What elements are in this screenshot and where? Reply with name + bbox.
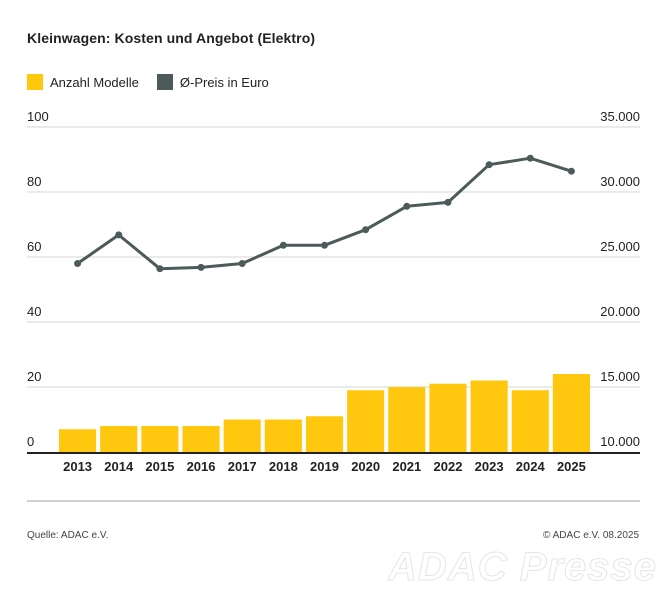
legend: Anzahl Modelle Ø-Preis in Euro	[27, 74, 287, 90]
left-axis-tick-label: 80	[27, 174, 41, 189]
left-axis-tick-label: 100	[27, 109, 49, 124]
right-axis-tick-label: 15.000	[600, 369, 640, 384]
right-axis-tick-label: 30.000	[600, 174, 640, 189]
x-tick-label-2025: 2025	[557, 459, 586, 474]
combo-chart: 0 20 40 60 80 100 10.000 15.000 20.000 25.000 30.…	[27, 109, 640, 474]
x-tick-label-2014: 2014	[104, 459, 134, 474]
bar-2017	[223, 419, 261, 452]
bar-2025	[552, 374, 590, 452]
right-axis-tick-label: 25.000	[600, 239, 640, 254]
right-axis-tick-label: 20.000	[600, 304, 640, 319]
source-note: Quelle: ADAC e.V.	[27, 530, 109, 541]
price-point-2017	[238, 260, 246, 267]
price-point-2021	[403, 202, 411, 210]
x-tick-label-2017: 2017	[228, 459, 257, 474]
legend-swatch-models	[27, 74, 43, 90]
right-axis-tick-label: 10.000	[600, 434, 640, 449]
right-axis-tick-label: 35.000	[600, 109, 640, 124]
price-line	[76, 156, 572, 271]
price-point-2020	[362, 226, 370, 234]
price-point-2025	[567, 167, 575, 175]
bar-2021	[388, 387, 426, 452]
bar-2013	[59, 429, 97, 452]
bar-2015	[141, 426, 179, 452]
x-tick-label-2022: 2022	[434, 459, 463, 474]
left-axis-tick-label: 20	[27, 369, 41, 384]
price-point-2013	[74, 260, 82, 267]
x-axis-ticks: 2013 2014 2015 2016 2017 2018 2019 2020 2021 2022…	[63, 459, 586, 474]
left-axis-ticks: 0 20 40 60 80 100	[27, 109, 49, 449]
bar-2014	[100, 426, 138, 452]
legend-item-price: Ø-Preis in Euro	[156, 74, 269, 90]
bar-2018	[264, 419, 302, 452]
x-tick-label-2021: 2021	[392, 459, 421, 474]
watermark-logo: ADAC Presse	[388, 545, 657, 590]
bar-2016	[182, 426, 220, 452]
x-tick-label-2019: 2019	[310, 459, 339, 474]
bar-2022	[429, 383, 467, 452]
copyright-note: © ADAC e.V. 08.2025	[543, 530, 639, 541]
x-tick-label-2016: 2016	[187, 459, 216, 474]
price-point-2019	[321, 241, 328, 249]
bar-2020	[347, 390, 385, 452]
chart-title: Kleinwagen: Kosten und Angebot (Elektro)	[27, 30, 316, 46]
x-tick-label-2024: 2024	[516, 459, 546, 474]
x-tick-label-2013: 2013	[63, 459, 92, 474]
x-tick-label-2020: 2020	[351, 459, 380, 474]
x-tick-label-2018: 2018	[269, 459, 298, 474]
bar-2019	[305, 416, 344, 452]
left-axis-tick-label: 60	[27, 239, 41, 254]
legend-label-price: Ø-Preis in Euro	[179, 74, 269, 90]
legend-swatch-price	[156, 74, 173, 90]
line-series	[74, 154, 575, 273]
bar-2023	[470, 380, 508, 452]
bar-series	[59, 374, 590, 452]
legend-label-models: Anzahl Modelle	[50, 74, 139, 90]
gridlines	[27, 126, 640, 454]
footer-divider	[27, 500, 640, 502]
price-point-2024	[526, 154, 534, 162]
price-point-2022	[444, 198, 452, 206]
bar-2024	[511, 390, 549, 452]
price-point-2018	[279, 241, 287, 249]
price-point-2015	[156, 265, 164, 273]
price-point-2023	[485, 161, 493, 169]
x-tick-label-2023: 2023	[475, 459, 504, 474]
legend-item-models: Anzahl Modelle	[27, 74, 139, 90]
x-tick-label-2015: 2015	[145, 459, 174, 474]
left-axis-tick-label: 40	[27, 304, 41, 319]
price-point-2014	[115, 231, 123, 239]
right-axis-ticks: 10.000 15.000 20.000 25.000 30.000 35.000	[600, 109, 640, 449]
left-axis-tick-label: 0	[27, 434, 34, 449]
price-point-2016	[197, 263, 205, 271]
